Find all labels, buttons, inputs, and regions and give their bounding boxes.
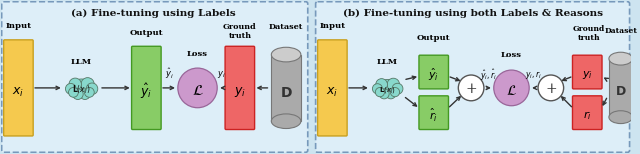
Text: $\mathbf{D}$: $\mathbf{D}$ (280, 86, 292, 100)
Circle shape (390, 87, 399, 97)
Text: $x_i$: $x_i$ (326, 86, 339, 99)
Text: +: + (545, 82, 557, 96)
Text: Input: Input (319, 22, 346, 30)
FancyBboxPatch shape (419, 55, 449, 89)
Text: $y_i$: $y_i$ (234, 85, 246, 99)
Circle shape (178, 68, 217, 108)
Text: Dataset: Dataset (604, 27, 637, 35)
Text: $\hat{y}_i$: $\hat{y}_i$ (428, 67, 439, 83)
Circle shape (379, 79, 396, 96)
Circle shape (84, 87, 94, 97)
Text: $\mathcal{L}$: $\mathcal{L}$ (506, 84, 517, 98)
Text: Output: Output (129, 29, 163, 37)
Circle shape (72, 89, 83, 99)
Circle shape (72, 79, 90, 97)
FancyBboxPatch shape (225, 46, 255, 130)
FancyBboxPatch shape (316, 2, 630, 152)
Text: Dataset: Dataset (269, 23, 303, 31)
Text: Ground: Ground (223, 23, 257, 31)
Text: (a) Fine-tuning using Labels: (a) Fine-tuning using Labels (71, 9, 236, 18)
Circle shape (387, 78, 399, 91)
Circle shape (68, 87, 78, 97)
FancyBboxPatch shape (132, 46, 161, 130)
Circle shape (86, 83, 98, 95)
Text: $\hat{y}_i$: $\hat{y}_i$ (164, 67, 173, 81)
Text: LLM: LLM (377, 58, 398, 66)
FancyBboxPatch shape (271, 55, 301, 121)
FancyBboxPatch shape (609, 59, 632, 117)
Text: truth: truth (228, 32, 252, 40)
Text: $\hat{y}_i, \hat{r}_i$: $\hat{y}_i, \hat{r}_i$ (480, 67, 497, 83)
Ellipse shape (271, 114, 301, 129)
Text: +: + (465, 82, 477, 96)
Circle shape (538, 75, 564, 101)
FancyBboxPatch shape (317, 40, 347, 136)
Circle shape (375, 87, 385, 97)
FancyBboxPatch shape (573, 55, 602, 89)
Text: LLM: LLM (71, 58, 92, 66)
Circle shape (79, 89, 90, 99)
Text: $\mathcal{L}$: $\mathcal{L}$ (191, 84, 204, 98)
Text: $\mathbf{D}$: $\mathbf{D}$ (615, 85, 627, 98)
Circle shape (458, 75, 484, 101)
Text: $\mathbf{L}(x_i)$: $\mathbf{L}(x_i)$ (72, 84, 91, 96)
FancyBboxPatch shape (419, 96, 449, 130)
Text: $y_i$: $y_i$ (582, 69, 593, 81)
Text: $\hat{r}_i$: $\hat{r}_i$ (429, 107, 438, 124)
Circle shape (392, 83, 403, 94)
FancyBboxPatch shape (2, 2, 308, 152)
Text: Loss: Loss (501, 51, 522, 59)
Text: $y_i$: $y_i$ (217, 69, 226, 79)
Circle shape (493, 70, 529, 106)
Text: (b) Fine-tuning using both Labels & Reasons: (b) Fine-tuning using both Labels & Reas… (343, 9, 603, 18)
Ellipse shape (271, 47, 301, 62)
FancyBboxPatch shape (573, 96, 602, 130)
Circle shape (81, 78, 94, 91)
Text: Loss: Loss (187, 50, 208, 58)
Circle shape (372, 84, 383, 94)
Text: $r_i$: $r_i$ (583, 109, 591, 122)
Ellipse shape (609, 52, 632, 65)
FancyBboxPatch shape (4, 40, 33, 136)
Text: Input: Input (5, 22, 31, 30)
Text: Output: Output (417, 34, 451, 42)
Text: truth: truth (578, 34, 600, 42)
Circle shape (65, 83, 76, 94)
Circle shape (386, 89, 396, 99)
Text: $\hat{y}_i$: $\hat{y}_i$ (140, 82, 152, 101)
Text: Ground: Ground (573, 25, 605, 33)
Text: $x_i$: $x_i$ (12, 86, 24, 99)
Circle shape (379, 89, 389, 99)
Circle shape (376, 79, 387, 90)
Text: $\mathbf{L}(x_i)$: $\mathbf{L}(x_i)$ (379, 85, 396, 95)
Circle shape (69, 78, 81, 91)
Text: $y_i, r_i$: $y_i, r_i$ (525, 69, 542, 81)
Ellipse shape (609, 111, 632, 124)
